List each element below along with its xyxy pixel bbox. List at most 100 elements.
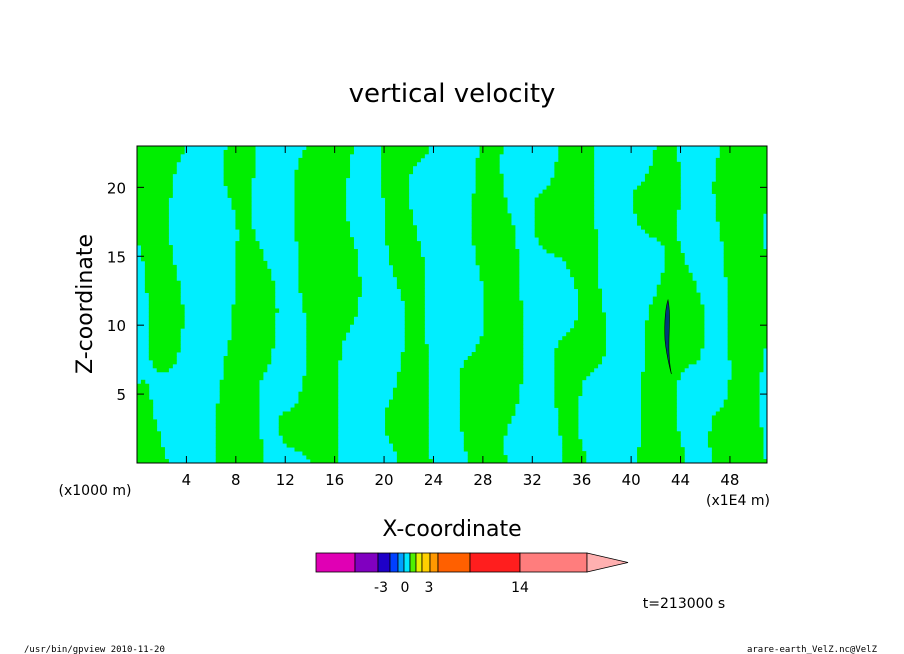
positive-region: [294, 225, 351, 230]
positive-region: [633, 209, 677, 214]
positive-region: [554, 165, 595, 171]
positive-region: [144, 280, 181, 286]
colorbar-segment: [469, 552, 521, 573]
positive-region: [396, 280, 425, 286]
positive-region: [381, 146, 429, 151]
positive-region: [227, 344, 276, 349]
positive-region: [727, 387, 760, 393]
positive-region: [144, 272, 177, 278]
positive-region: [389, 256, 425, 262]
positive-region: [282, 411, 339, 416]
positive-region: [404, 336, 425, 341]
positive-region: [298, 395, 339, 400]
positive-region: [641, 415, 677, 420]
positive-region: [385, 229, 417, 234]
colorbar-segment: [415, 552, 423, 573]
positive-region: [562, 455, 587, 460]
positive-region: [294, 447, 339, 452]
positive-region: [381, 149, 429, 155]
positive-region: [137, 146, 185, 151]
positive-region: [231, 205, 252, 210]
positive-region: [137, 383, 150, 389]
colorbar: [315, 552, 629, 573]
positive-region: [137, 399, 154, 404]
positive-region: [459, 379, 524, 385]
positive-region: [641, 423, 677, 428]
positive-region: [215, 443, 264, 448]
positive-region: [471, 237, 516, 242]
positive-region: [137, 439, 162, 444]
colorbar-ticks: -3 0 3 14: [374, 580, 529, 596]
positive-region: [467, 451, 504, 456]
positive-region: [404, 312, 425, 317]
positive-region: [463, 431, 508, 436]
positive-region: [715, 157, 767, 163]
positive-region: [707, 443, 764, 448]
positive-region: [137, 173, 173, 179]
positive-region: [633, 197, 681, 202]
positive-region: [459, 399, 520, 404]
colorbar-segment: [409, 552, 417, 573]
positive-region: [302, 387, 339, 393]
positive-region: [554, 395, 579, 400]
positive-region: [298, 252, 358, 258]
positive-region: [483, 300, 524, 305]
positive-region: [294, 213, 347, 218]
positive-region: [389, 403, 429, 408]
positive-region: [554, 379, 583, 385]
positive-region: [459, 387, 520, 393]
positive-region: [483, 304, 524, 309]
positive-region: [392, 272, 425, 278]
positive-region: [223, 165, 256, 171]
positive-region: [711, 419, 760, 424]
positive-region: [641, 435, 681, 440]
positive-region: [219, 395, 260, 400]
positive-region: [656, 292, 701, 297]
positive-region: [298, 264, 358, 270]
positive-region: [471, 229, 516, 234]
positive-region: [479, 276, 520, 282]
positive-region: [727, 316, 767, 321]
colorbar-segment: [315, 552, 356, 573]
positive-region: [483, 296, 520, 301]
positive-region: [715, 193, 767, 198]
positive-region: [664, 256, 685, 262]
positive-region: [306, 324, 351, 329]
positive-region: [558, 407, 579, 412]
positive-region: [652, 157, 677, 163]
positive-region: [294, 217, 347, 222]
positive-region: [231, 336, 276, 341]
positive-region: [239, 229, 256, 234]
positive-region: [389, 435, 429, 440]
x-tick-label: 36: [572, 471, 591, 489]
positive-region: [566, 332, 606, 337]
positive-region: [723, 264, 767, 270]
positive-region: [554, 375, 587, 381]
positive-region: [235, 225, 252, 230]
positive-region: [137, 157, 181, 163]
positive-region: [404, 328, 425, 333]
positive-region: [137, 161, 177, 167]
positive-region: [479, 336, 524, 341]
positive-region: [404, 304, 425, 309]
x-axis: 4 8 12 16 20 24 28 32 36 40 44 48: [182, 146, 739, 489]
colorbar-segment: [397, 552, 405, 573]
positive-region: [648, 308, 705, 313]
positive-region: [479, 340, 524, 345]
positive-region: [137, 181, 173, 187]
positive-region: [385, 431, 429, 436]
positive-region: [554, 363, 599, 369]
positive-region: [641, 181, 681, 187]
positive-region: [137, 411, 154, 416]
positive-region: [644, 173, 681, 179]
positive-region: [385, 423, 429, 428]
x-tick-label: 40: [622, 471, 641, 489]
positive-region: [140, 379, 146, 385]
positive-region: [471, 209, 508, 214]
positive-region: [715, 209, 767, 214]
positive-region: [137, 233, 169, 238]
colorbar-tick-label: -3: [374, 580, 388, 596]
positive-region: [137, 395, 150, 400]
positive-region: [664, 249, 681, 254]
positive-region: [711, 189, 767, 194]
